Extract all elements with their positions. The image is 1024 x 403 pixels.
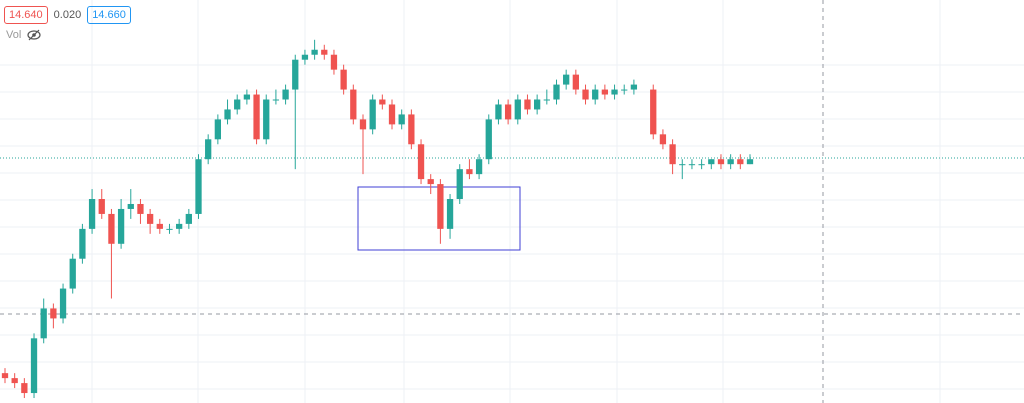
candle-body: [350, 89, 357, 120]
candle-body: [108, 213, 115, 244]
candle-body: [475, 159, 483, 175]
candle-body: [11, 378, 18, 384]
candle-body: [330, 54, 338, 70]
candle-body: [659, 134, 667, 145]
candle-body: [621, 89, 628, 91]
candle-body: [311, 49, 318, 55]
candle-body: [234, 99, 241, 110]
candle-body: [446, 199, 454, 229]
candle-body: [572, 74, 579, 90]
candle-body: [417, 144, 425, 180]
candle-body: [359, 119, 367, 130]
candle-body: [408, 114, 415, 145]
candle-body: [50, 308, 57, 319]
candle-body: [717, 159, 725, 165]
candle-body: [301, 54, 309, 60]
candle-body: [146, 213, 154, 224]
candle-body: [582, 89, 589, 100]
candle-body: [214, 119, 222, 140]
candle-body: [543, 99, 550, 101]
candle-body: [669, 144, 676, 165]
candle-body: [321, 49, 328, 55]
candle-body: [69, 258, 76, 289]
candle-body: [176, 223, 183, 229]
candle-body: [456, 169, 463, 200]
candle-body: [272, 99, 280, 101]
candle-body: [650, 89, 657, 135]
candle-body: [524, 99, 531, 110]
candle-body: [592, 89, 599, 100]
candle-body: [224, 109, 231, 120]
volume-label: Vol: [6, 29, 22, 41]
candles: [1, 39, 754, 399]
candle-body: [553, 84, 560, 100]
candle-body: [263, 99, 270, 140]
candle-body: [398, 114, 405, 125]
candle-body: [679, 164, 686, 166]
candle-body: [737, 159, 744, 165]
candle-body: [88, 199, 96, 229]
candle-body: [388, 104, 396, 125]
candle-body: [688, 164, 696, 166]
open-label: 14.640: [4, 6, 48, 24]
change-label: 0.020: [53, 9, 82, 21]
candle-body: [30, 338, 38, 394]
candle-body: [137, 203, 144, 214]
candle-body: [514, 99, 521, 120]
candle-body: [340, 69, 347, 90]
candle-body: [727, 159, 734, 165]
candle-body: [485, 119, 492, 160]
candle-body: [40, 308, 47, 339]
candle-body: [495, 104, 502, 120]
candle-body: [369, 99, 376, 130]
candle-body: [611, 89, 618, 95]
close-label: 14.660: [87, 6, 131, 24]
candle-body: [282, 89, 289, 100]
candle-body: [166, 228, 173, 230]
candle-body: [205, 139, 212, 160]
legend: 14.640 0.020 14.660: [4, 6, 131, 24]
candle-body: [21, 383, 28, 394]
candle-body: [708, 159, 715, 165]
candle-body: [195, 159, 202, 214]
candle-body: [379, 99, 386, 105]
candle-body: [253, 94, 260, 140]
candle-body: [427, 179, 434, 185]
candle-body: [563, 74, 570, 85]
candle-body: [127, 203, 134, 209]
candle-body: [601, 89, 609, 95]
candle-body: [746, 159, 754, 165]
candle-body: [466, 169, 473, 175]
candle-body: [98, 199, 105, 214]
candle-body: [79, 228, 86, 259]
candle-body: [504, 104, 512, 120]
candle-body: [437, 184, 444, 229]
candle-body: [185, 213, 192, 224]
candle-body: [1, 373, 9, 379]
candle-body: [156, 223, 163, 229]
hide-icon[interactable]: [27, 29, 41, 41]
candle-body: [59, 288, 67, 319]
candle-body: [630, 84, 638, 90]
candle-body: [117, 208, 125, 244]
candle-body: [243, 94, 251, 100]
candle-body: [292, 59, 299, 90]
candle-body: [698, 164, 705, 166]
volume-legend: Vol: [6, 29, 41, 41]
candle-body: [533, 99, 541, 110]
